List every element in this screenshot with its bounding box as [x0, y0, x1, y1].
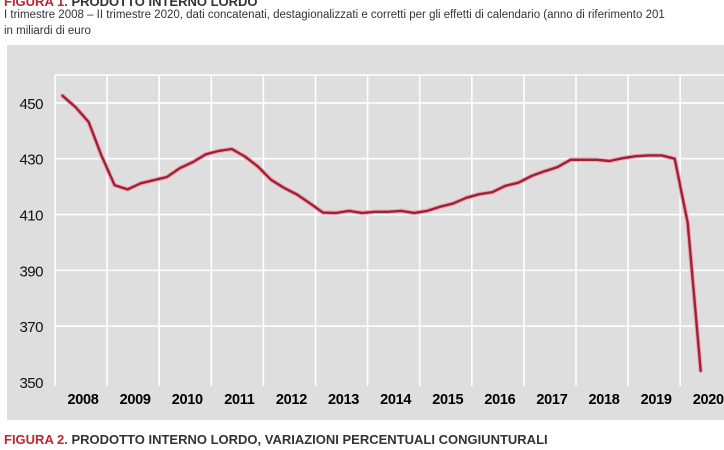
- figure-1-label: FIGURA 1.: [4, 0, 68, 9]
- figure-1-unit: in miliardi di euro: [4, 25, 91, 37]
- x-tick-label: 2012: [276, 392, 307, 408]
- x-tick-label: 2009: [120, 392, 151, 408]
- x-tick-label: 2015: [432, 392, 463, 408]
- x-tick-label: 2016: [484, 392, 515, 408]
- x-tick-label: 2017: [536, 392, 567, 408]
- figure-2-title: FIGURA 2. PRODOTTO INTERNO LORDO, VARIAZ…: [4, 432, 548, 447]
- series-line-pil: [61, 94, 702, 372]
- y-tick-label: 390: [19, 263, 43, 280]
- figure-2-label: FIGURA 2.: [4, 432, 68, 447]
- figure-1-title-text: PRODOTTO INTERNO LORDO: [71, 0, 258, 9]
- figure-2-title-text: PRODOTTO INTERNO LORDO, VARIAZIONI PERCE…: [71, 432, 548, 447]
- x-tick-label: 2008: [68, 392, 99, 408]
- series-line-halo: [60, 93, 703, 374]
- y-tick-label: 430: [19, 152, 43, 169]
- x-tick-label: 2014: [380, 392, 411, 408]
- x-tick-label: 2020: [693, 392, 724, 408]
- x-tick-label: 2018: [589, 392, 620, 408]
- series-layer: [60, 93, 703, 374]
- y-tick-label: 410: [19, 208, 43, 225]
- gridlines: [54, 74, 724, 386]
- y-tick-label: 370: [19, 319, 43, 336]
- y-tick-label: 350: [19, 375, 43, 392]
- x-tick-label: 2019: [641, 392, 672, 408]
- y-axis-ticks: 450 430 410 390 370 350: [19, 96, 43, 392]
- x-tick-label: 2013: [328, 392, 359, 408]
- chart-panel: [7, 45, 724, 420]
- figure-1-subtitle: I trimestre 2008 – II trimestre 2020, da…: [4, 9, 665, 21]
- x-axis-ticks: 2008 2009 2010 2011 2012 2013 2014 2015 2016 2017…: [68, 392, 724, 408]
- x-tick-label: 2011: [224, 392, 254, 408]
- y-tick-label: 450: [19, 96, 43, 113]
- x-tick-label: 2010: [172, 392, 203, 408]
- figure-1-title: FIGURA 1. PRODOTTO INTERNO LORDO: [4, 0, 258, 9]
